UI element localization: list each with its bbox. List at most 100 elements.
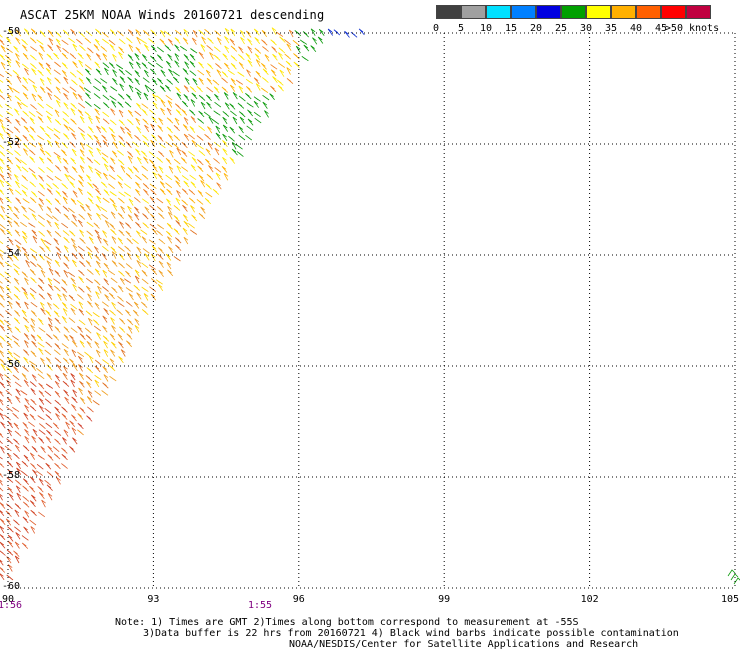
wind-barb <box>4 271 12 278</box>
wind-barb <box>79 156 85 164</box>
wind-barb <box>172 142 179 149</box>
wind-barb <box>47 492 53 501</box>
wind-barb <box>246 69 251 77</box>
wind-barb <box>149 213 156 221</box>
wind-barb <box>38 62 45 70</box>
wind-barb <box>86 367 94 374</box>
wind-barb <box>0 179 5 188</box>
wind-barb <box>109 365 116 372</box>
wind-barb <box>231 141 237 150</box>
wind-barb <box>14 229 21 237</box>
wind-barb <box>48 323 53 332</box>
wind-barb <box>22 92 29 100</box>
wind-barb <box>62 437 67 445</box>
wind-barb <box>63 334 70 341</box>
wind-barb <box>182 214 189 222</box>
wind-barb <box>61 69 68 77</box>
wind-barb <box>63 348 69 357</box>
wind-barb <box>45 62 52 70</box>
wind-barb <box>31 374 37 382</box>
wind-barb <box>70 307 76 316</box>
wind-barb <box>28 78 36 84</box>
wind-barb <box>5 70 13 77</box>
wind-barb <box>144 253 150 261</box>
wind-barb <box>288 29 294 38</box>
wind-barb <box>29 142 37 148</box>
wind-barb <box>6 157 13 165</box>
wind-barb <box>190 99 196 107</box>
wind-barb <box>0 407 4 412</box>
wind-barb <box>167 38 174 46</box>
wind-barb <box>278 52 284 60</box>
wind-barb <box>189 174 197 181</box>
wind-barb <box>61 343 69 349</box>
wind-barb <box>224 27 230 36</box>
wind-barb <box>38 327 46 333</box>
wind-barb <box>109 333 116 341</box>
wind-barb <box>22 198 30 204</box>
wind-barb <box>143 188 149 196</box>
wind-barb <box>24 67 29 76</box>
wind-barb <box>6 341 13 349</box>
wind-barb <box>136 259 142 268</box>
wind-barb <box>46 260 52 268</box>
wind-barb <box>86 381 92 389</box>
colorbar-swatch <box>561 5 586 19</box>
wind-barb <box>30 301 38 308</box>
wind-barb <box>118 93 125 100</box>
wind-barb <box>127 29 134 37</box>
wind-barb <box>111 150 118 158</box>
wind-barb <box>70 102 77 109</box>
wind-barb <box>30 277 37 284</box>
wind-barb <box>24 340 29 348</box>
wind-barb <box>310 28 316 36</box>
wind-barb <box>79 85 85 92</box>
wind-barb <box>39 78 45 86</box>
wind-barb <box>94 38 101 46</box>
wind-barb <box>125 172 133 180</box>
wind-barb <box>13 422 20 430</box>
wind-barb <box>102 230 108 238</box>
wind-barb <box>254 53 261 61</box>
wind-barb <box>30 388 36 396</box>
wind-barb <box>71 414 77 422</box>
wind-barb <box>15 197 22 204</box>
wind-barb <box>20 390 28 396</box>
wind-barb <box>183 28 189 37</box>
note-line-2: 3)Data buffer is 22 hrs from 20160721 4)… <box>143 628 679 639</box>
wind-barb <box>207 126 213 134</box>
wind-barb <box>54 109 60 117</box>
wind-barb <box>30 324 36 332</box>
wind-barb <box>205 183 212 190</box>
wind-barb <box>169 149 174 158</box>
colorbar-label: 25 <box>554 23 568 34</box>
colorbar-label: 20 <box>529 23 543 34</box>
wind-barb <box>87 300 93 308</box>
wind-barb <box>86 191 94 198</box>
wind-barb <box>284 39 291 45</box>
wind-barb <box>62 29 70 36</box>
wind-barb <box>54 270 61 277</box>
wind-barb <box>5 180 12 187</box>
wind-barb <box>127 155 133 164</box>
wind-barb <box>5 310 12 317</box>
wind-barb <box>78 387 84 396</box>
wind-barb <box>168 68 174 76</box>
wind-barb <box>53 151 61 158</box>
wind-barb <box>15 118 21 126</box>
wind-barb <box>46 471 54 478</box>
wind-barb <box>224 102 230 110</box>
wind-barb <box>55 99 61 108</box>
wind-barb <box>160 30 166 38</box>
wind-barb <box>86 221 94 228</box>
wind-barb <box>22 76 29 84</box>
wind-barb <box>40 446 46 454</box>
wind-barb <box>23 356 29 364</box>
wind-barb <box>85 30 93 37</box>
wind-barb <box>165 174 173 181</box>
wind-barb <box>6 397 13 405</box>
wind-barb <box>295 45 301 54</box>
wind-barb <box>230 110 237 117</box>
wind-barb <box>160 69 166 77</box>
wind-barb <box>156 206 164 213</box>
